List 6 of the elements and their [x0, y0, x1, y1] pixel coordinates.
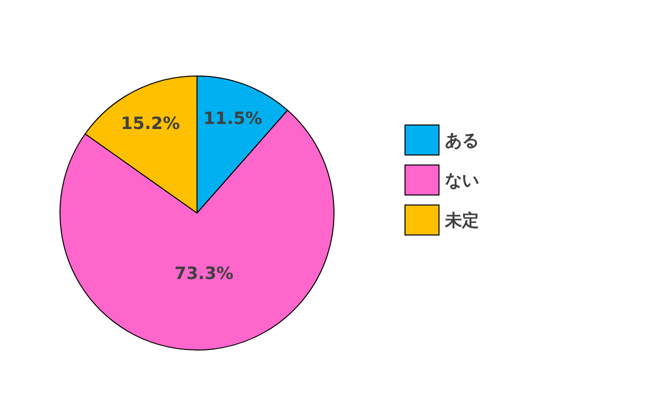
data-label: 15.2%: [120, 114, 180, 134]
legend-label: ある: [445, 131, 479, 151]
data-label: 73.3%: [174, 264, 234, 284]
data-label: 11.5%: [203, 109, 262, 130]
legend-label: ない: [445, 171, 479, 191]
legend-label: 未定: [444, 211, 479, 231]
